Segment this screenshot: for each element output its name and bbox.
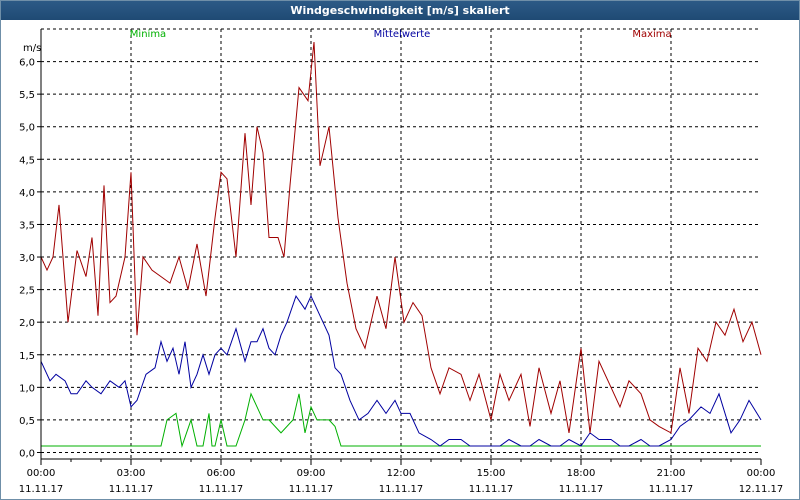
x-tick-date: 11.11.17 bbox=[469, 484, 514, 495]
legend-mittelwerte: Mittelwerte bbox=[374, 29, 431, 40]
x-tick-date: 11.11.17 bbox=[19, 484, 64, 495]
x-tick-date: 12.11.17 bbox=[739, 484, 784, 495]
grid bbox=[41, 28, 761, 459]
x-tick-time: 06:00 bbox=[207, 468, 236, 479]
chart: m/s 0,0 0,5 1,0 1,5 2,0 2,5 3,0 3,5 4,0 4,5 5,0 5,5 6… bbox=[19, 28, 784, 495]
y-tick-label: 1,0 bbox=[19, 383, 35, 394]
y-tick-label: 0,5 bbox=[19, 416, 35, 427]
axes: m/s 0,0 0,5 1,0 1,5 2,0 2,5 3,0 3,5 4,0 4,5 5,0 5,5 6… bbox=[19, 29, 784, 495]
y-tick-label: 4,5 bbox=[19, 155, 35, 166]
x-tick-time: 21:00 bbox=[657, 468, 686, 479]
x-tick-time: 03:00 bbox=[117, 468, 146, 479]
x-tick-date: 11.11.17 bbox=[649, 484, 694, 495]
legend-minima: Minima bbox=[130, 29, 166, 40]
y-tick-label: 1,5 bbox=[19, 351, 35, 362]
y-tick-label: 3,5 bbox=[19, 220, 35, 231]
y-tick-label: 0,0 bbox=[19, 448, 35, 459]
x-tick-time: 12:00 bbox=[387, 468, 416, 479]
y-tick-label: 4,0 bbox=[19, 188, 35, 199]
x-tick-time: 00:00 bbox=[27, 468, 56, 479]
x-tick-date: 11.11.17 bbox=[379, 484, 424, 495]
x-tick-time: 15:00 bbox=[477, 468, 506, 479]
y-tick-label: 2,5 bbox=[19, 286, 35, 297]
x-tick-time: 09:00 bbox=[297, 468, 326, 479]
x-tick-time: 00:00 bbox=[747, 468, 776, 479]
x-tick-date: 11.11.17 bbox=[289, 484, 334, 495]
window-title: Windgeschwindigkeit [m/s] skaliert bbox=[1, 1, 799, 20]
series-line-minima bbox=[41, 392, 761, 448]
y-tick-label: 2,0 bbox=[19, 318, 35, 329]
x-tick-date: 11.11.17 bbox=[109, 484, 154, 495]
legend: Minima Mittelwerte Maxima bbox=[130, 29, 672, 40]
x-tick-date: 11.11.17 bbox=[199, 484, 244, 495]
y-tick-label: 5,0 bbox=[19, 123, 35, 134]
series-lines bbox=[40, 41, 762, 448]
x-tick-date: 11.11.17 bbox=[559, 484, 604, 495]
series-line-maxima bbox=[40, 41, 762, 434]
y-tick-label: 5,5 bbox=[19, 90, 35, 101]
legend-maxima: Maxima bbox=[632, 29, 671, 40]
x-tick-time: 18:00 bbox=[567, 468, 596, 479]
y-tick-label: 3,0 bbox=[19, 253, 35, 264]
y-tick-label: 6,0 bbox=[19, 58, 35, 69]
y-axis-label: m/s bbox=[23, 43, 41, 54]
series-line-mittelwerte bbox=[40, 294, 762, 447]
